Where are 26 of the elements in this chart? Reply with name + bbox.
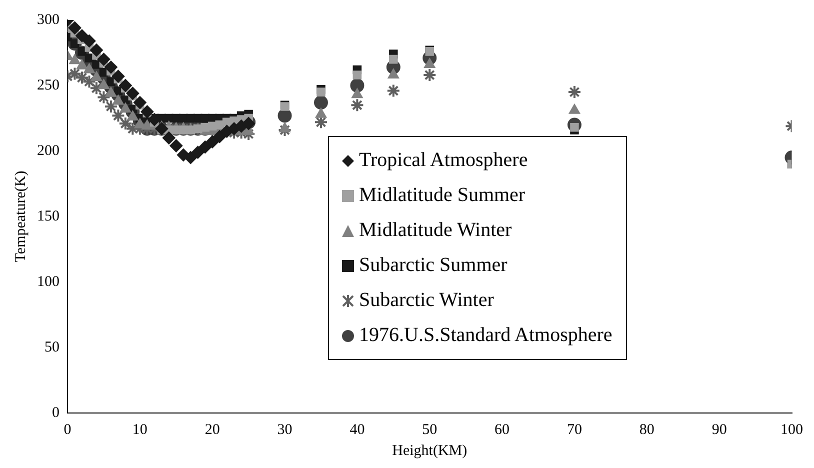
x-tick-label: 80: [639, 422, 654, 438]
legend-label: Midlatitude Summer: [359, 184, 526, 207]
x-tick-label: 50: [422, 422, 438, 438]
x-tick-label: 90: [712, 422, 727, 438]
x-tick-label: 0: [64, 422, 72, 438]
y-tick-label: 150: [37, 208, 60, 224]
legend-label: Midlatitude Winter: [359, 219, 512, 242]
y-tick-label: 250: [37, 77, 60, 94]
y-tick-label: 0: [52, 404, 60, 421]
x-axis-title: Height(KM): [392, 442, 468, 459]
y-tick-label: 50: [44, 339, 60, 356]
y-tick-label: 100: [37, 274, 60, 290]
legend-label: 1976.U.S.Standard Atmosphere: [359, 324, 612, 347]
legend-label: Tropical Atmosphere: [359, 149, 528, 172]
x-tick-label: 30: [277, 422, 292, 438]
y-axis-title: Tempeature(K): [12, 170, 29, 262]
legend-label: Subarctic Summer: [359, 254, 508, 277]
legend-label: Subarctic Winter: [359, 289, 494, 312]
x-tick-label: 10: [132, 422, 148, 438]
x-tick-label: 70: [566, 422, 582, 438]
y-tick-label: 300: [37, 12, 60, 28]
x-tick-label: 60: [494, 422, 510, 438]
x-tick-label: 40: [350, 422, 365, 438]
x-tick-label: 20: [204, 422, 220, 438]
y-tick-label: 200: [37, 142, 60, 159]
x-tick-label: 100: [780, 422, 803, 438]
